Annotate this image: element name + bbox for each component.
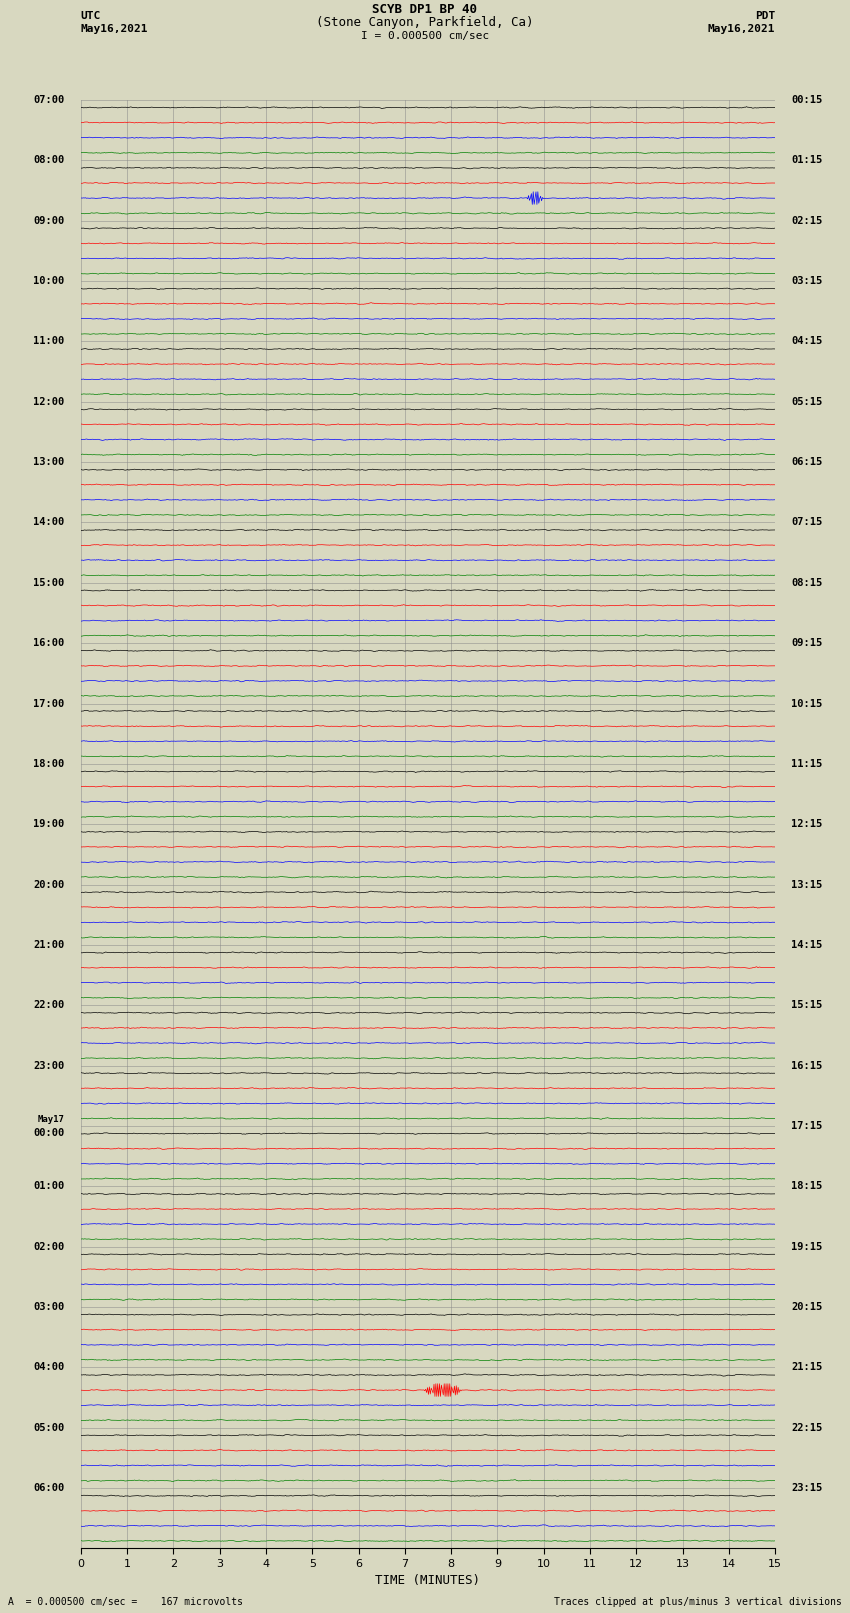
Text: 05:15: 05:15 (791, 397, 823, 406)
Text: 18:00: 18:00 (33, 758, 65, 769)
Text: 23:15: 23:15 (791, 1482, 823, 1494)
Text: 14:00: 14:00 (33, 518, 65, 527)
Text: 22:15: 22:15 (791, 1423, 823, 1432)
Text: 03:15: 03:15 (791, 276, 823, 286)
Text: 19:00: 19:00 (33, 819, 65, 829)
Text: I = 0.000500 cm/sec: I = 0.000500 cm/sec (361, 31, 489, 40)
Text: 17:00: 17:00 (33, 698, 65, 708)
X-axis label: TIME (MINUTES): TIME (MINUTES) (376, 1574, 480, 1587)
Text: PDT: PDT (755, 11, 775, 21)
Text: UTC: UTC (81, 11, 101, 21)
Text: 14:15: 14:15 (791, 940, 823, 950)
Text: 16:15: 16:15 (791, 1061, 823, 1071)
Text: 13:15: 13:15 (791, 879, 823, 890)
Text: 21:15: 21:15 (791, 1363, 823, 1373)
Text: 20:15: 20:15 (791, 1302, 823, 1311)
Text: (Stone Canyon, Parkfield, Ca): (Stone Canyon, Parkfield, Ca) (316, 16, 534, 29)
Text: May16,2021: May16,2021 (81, 24, 148, 34)
Text: 08:00: 08:00 (33, 155, 65, 166)
Text: 09:00: 09:00 (33, 216, 65, 226)
Text: SCYB DP1 BP 40: SCYB DP1 BP 40 (372, 3, 478, 16)
Text: 21:00: 21:00 (33, 940, 65, 950)
Text: 03:00: 03:00 (33, 1302, 65, 1311)
Text: 06:15: 06:15 (791, 456, 823, 468)
Text: 15:15: 15:15 (791, 1000, 823, 1010)
Text: 22:00: 22:00 (33, 1000, 65, 1010)
Text: 01:15: 01:15 (791, 155, 823, 166)
Text: 00:15: 00:15 (791, 95, 823, 105)
Text: 20:00: 20:00 (33, 879, 65, 890)
Text: 04:15: 04:15 (791, 337, 823, 347)
Text: 10:15: 10:15 (791, 698, 823, 708)
Text: 02:15: 02:15 (791, 216, 823, 226)
Text: 15:00: 15:00 (33, 577, 65, 587)
Text: 01:00: 01:00 (33, 1181, 65, 1192)
Text: 12:15: 12:15 (791, 819, 823, 829)
Text: 09:15: 09:15 (791, 639, 823, 648)
Text: 18:15: 18:15 (791, 1181, 823, 1192)
Text: A  = 0.000500 cm/sec =    167 microvolts: A = 0.000500 cm/sec = 167 microvolts (8, 1597, 243, 1607)
Text: 19:15: 19:15 (791, 1242, 823, 1252)
Text: 02:00: 02:00 (33, 1242, 65, 1252)
Text: 10:00: 10:00 (33, 276, 65, 286)
Text: 12:00: 12:00 (33, 397, 65, 406)
Text: 07:15: 07:15 (791, 518, 823, 527)
Text: 00:00: 00:00 (33, 1127, 65, 1139)
Text: 23:00: 23:00 (33, 1061, 65, 1071)
Text: 13:00: 13:00 (33, 456, 65, 468)
Text: May16,2021: May16,2021 (708, 24, 775, 34)
Text: Traces clipped at plus/minus 3 vertical divisions: Traces clipped at plus/minus 3 vertical … (553, 1597, 842, 1607)
Text: 08:15: 08:15 (791, 577, 823, 587)
Text: 17:15: 17:15 (791, 1121, 823, 1131)
Text: May17: May17 (37, 1115, 65, 1124)
Text: 06:00: 06:00 (33, 1482, 65, 1494)
Text: 11:00: 11:00 (33, 337, 65, 347)
Text: 11:15: 11:15 (791, 758, 823, 769)
Text: 05:00: 05:00 (33, 1423, 65, 1432)
Text: 04:00: 04:00 (33, 1363, 65, 1373)
Text: 07:00: 07:00 (33, 95, 65, 105)
Text: 16:00: 16:00 (33, 639, 65, 648)
